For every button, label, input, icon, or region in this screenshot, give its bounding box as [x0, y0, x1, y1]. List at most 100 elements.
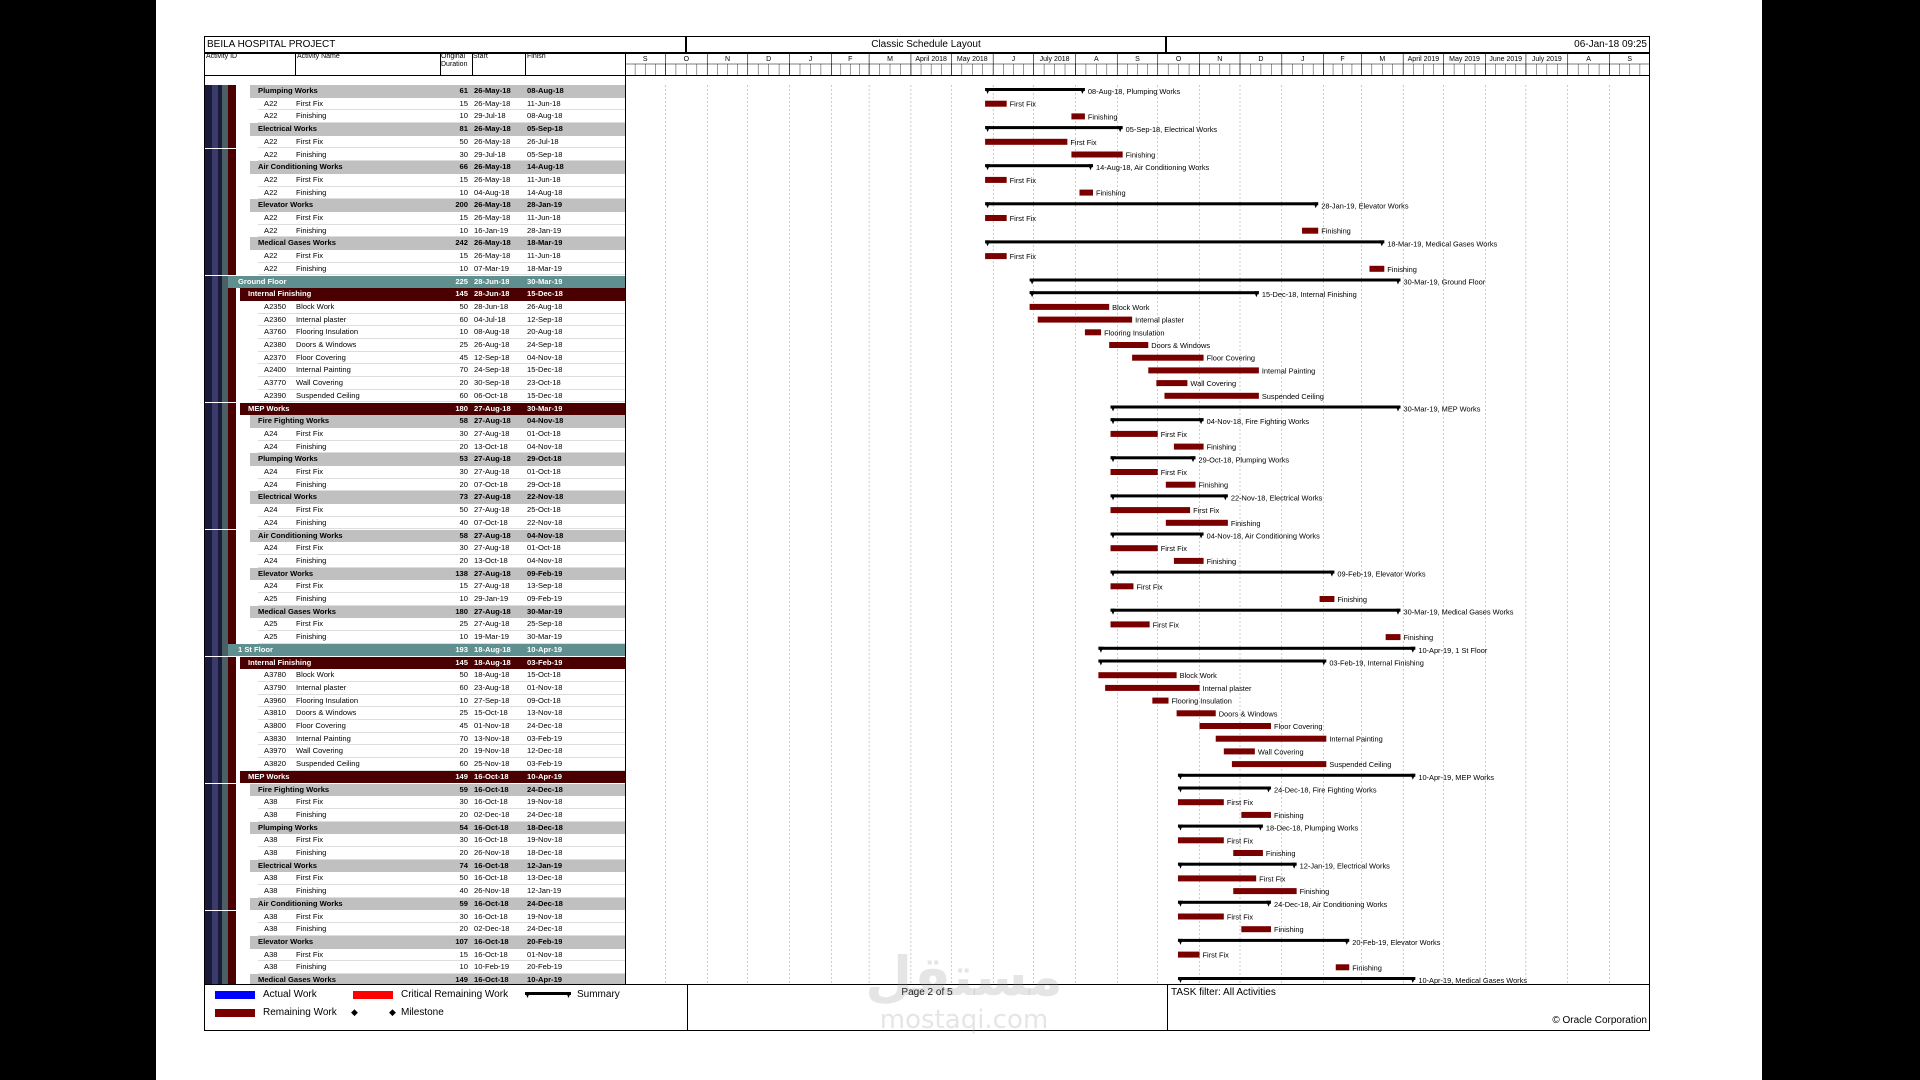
activity-row[interactable]: A38 First Fix 15 16-Oct-18 01-Nov-18 [204, 948, 625, 962]
activity-row[interactable]: A22 Finishing 10 29-Jul-18 08-Aug-18 [204, 110, 625, 124]
summary-bar[interactable] [1177, 862, 1297, 869]
wbs-row[interactable]: Air Conditioning Works 66 26-May-18 14-Aug-… [204, 161, 625, 174]
task-bar[interactable] [1177, 837, 1224, 844]
task-bar[interactable] [1177, 799, 1224, 806]
summary-bar[interactable] [1110, 608, 1401, 615]
wbs-row[interactable]: Plumping Works 61 26-May-18 08-Aug-18 [204, 85, 625, 98]
activity-row[interactable]: A38 Finishing 20 02-Dec-18 24-Dec-18 [204, 923, 625, 936]
activity-row[interactable]: A2400 Internal Painting 70 24-Sep-18 15-Dec-… [204, 364, 625, 378]
summary-bar[interactable] [1098, 659, 1327, 666]
wbs-row[interactable]: Fire Fighting Works 59 16-Oct-18 24-Dec-18 [204, 783, 625, 797]
activity-row[interactable]: A2390 Suspended Ceiling 60 06-Oct-18 15-Dec-… [204, 389, 625, 403]
task-bar[interactable] [1233, 850, 1263, 856]
task-bar[interactable] [1165, 519, 1228, 526]
task-bar[interactable] [985, 138, 1068, 145]
task-bar[interactable] [1110, 507, 1191, 514]
summary-bar[interactable] [1098, 646, 1416, 653]
task-bar[interactable] [1084, 329, 1102, 336]
summary-bar[interactable] [985, 126, 1123, 133]
wbs-row[interactable]: Plumping Works 54 16-Oct-18 18-Dec-18 [204, 821, 625, 835]
task-bar[interactable] [1233, 888, 1297, 895]
activity-row[interactable]: A2380 Doors & Windows 25 26-Aug-18 24-Sep-18 [204, 339, 625, 352]
activity-row[interactable]: A24 Finishing 20 13-Oct-18 04-Nov-18 [204, 440, 625, 454]
task-bar[interactable] [1165, 481, 1196, 488]
summary-bar[interactable] [1110, 418, 1204, 425]
task-bar[interactable] [1177, 913, 1224, 920]
summary-bar[interactable] [985, 202, 1319, 209]
task-bar[interactable] [1110, 583, 1134, 590]
summary-bar[interactable] [985, 164, 1093, 171]
summary-bar[interactable] [1177, 786, 1272, 793]
wbs-row[interactable]: Medical Gases Works 242 26-May-18 18-Mar-19 [204, 237, 625, 251]
summary-bar[interactable] [1029, 291, 1259, 298]
summary-bar[interactable] [1110, 405, 1401, 412]
wbs-row[interactable]: Electrical Works 73 27-Aug-18 22-Nov-18 [204, 491, 625, 505]
task-bar[interactable] [1132, 354, 1204, 361]
summary-bar[interactable] [1177, 977, 1416, 983]
task-bar[interactable] [1173, 443, 1204, 450]
activity-row[interactable]: A25 Finishing 10 19-Mar-19 30-Mar-19 [204, 631, 625, 644]
activity-row[interactable]: A2360 Internal plaster 60 04-Jul-18 12-Sep-1… [204, 313, 625, 327]
activity-row[interactable]: A22 First Fix 15 26-May-18 11-Jun-18 [204, 250, 625, 263]
activity-row[interactable]: A2370 Floor Covering 45 12-Sep-18 04-Nov-18 [204, 351, 625, 365]
task-bar[interactable] [1110, 469, 1158, 475]
wbs-row[interactable]: Ground Floor 225 28-Jun-18 30-Mar-19 [204, 275, 625, 289]
wbs-row[interactable]: MEP Works 180 27-Aug-18 30-Mar-19 [204, 402, 625, 416]
activity-row[interactable]: A38 Finishing 20 02-Dec-18 24-Dec-18 [204, 808, 625, 822]
col-activity-name[interactable]: Activity Name [297, 53, 340, 60]
activity-row[interactable]: A38 First Fix 30 16-Oct-18 19-Nov-18 [204, 796, 625, 809]
summary-bar[interactable] [1177, 900, 1272, 907]
wbs-row[interactable]: Plumping Works 53 27-Aug-18 29-Oct-18 [204, 453, 625, 466]
activity-row[interactable]: A24 First Fix 30 27-Aug-18 01-Oct-18 [204, 466, 625, 479]
task-bar[interactable] [1215, 735, 1327, 742]
task-bar[interactable] [1177, 875, 1257, 882]
activity-row[interactable]: A22 First Fix 15 26-May-18 11-Jun-18 [204, 173, 625, 187]
task-bar[interactable] [985, 176, 1007, 183]
summary-bar[interactable] [985, 240, 1385, 247]
task-bar[interactable] [1231, 761, 1327, 768]
task-bar[interactable] [1156, 380, 1188, 387]
wbs-row[interactable]: 1 St Floor 193 18-Aug-18 10-Apr-19 [204, 643, 625, 657]
activity-row[interactable]: A24 Finishing 40 07-Oct-18 22-Nov-18 [204, 516, 625, 530]
activity-row[interactable]: A24 First Fix 15 27-Aug-18 13-Sep-18 [204, 580, 625, 593]
activity-row[interactable]: A22 Finishing 10 16-Jan-19 28-Jan-19 [204, 224, 625, 238]
activity-row[interactable]: A38 Finishing 40 26-Nov-18 12-Jan-19 [204, 885, 625, 898]
task-bar[interactable] [1164, 392, 1259, 399]
wbs-row[interactable]: Elevator Works 138 27-Aug-18 09-Feb-19 [204, 567, 625, 581]
activity-row[interactable]: A22 First Fix 50 26-May-18 26-Jul-18 [204, 135, 625, 149]
activity-row[interactable]: A3960 Flooring Insulation 10 27-Sep-18 09-Oc… [204, 694, 625, 708]
summary-bar[interactable] [1029, 278, 1401, 285]
task-bar[interactable] [1173, 557, 1204, 564]
activity-row[interactable]: A38 Finishing 10 10-Feb-19 20-Feb-19 [204, 961, 625, 974]
task-bar[interactable] [1110, 621, 1150, 628]
task-bar[interactable] [1148, 367, 1259, 374]
activity-row[interactable]: A3760 Flooring Insulation 10 08-Aug-18 20-Au… [204, 326, 625, 339]
activity-row[interactable]: A3820 Suspended Ceiling 60 25-Nov-18 03-Feb-… [204, 758, 625, 771]
activity-row[interactable]: A22 Finishing 30 29-Jul-18 05-Sep-18 [204, 148, 625, 162]
task-bar[interactable] [1369, 265, 1385, 272]
wbs-row[interactable]: Air Conditioning Works 59 16-Oct-18 24-Dec-… [204, 897, 625, 911]
task-bar[interactable] [1071, 113, 1085, 120]
task-bar[interactable] [1109, 342, 1149, 348]
summary-bar[interactable] [1110, 494, 1228, 501]
col-activity-id[interactable]: Activity ID [206, 53, 238, 60]
wbs-row[interactable]: Medical Gases Works 149 16-Oct-18 10-Apr-19 [204, 974, 625, 987]
activity-row[interactable]: A3830 Internal Painting 70 13-Nov-18 03-Feb-… [204, 732, 625, 746]
activity-row[interactable]: A25 First Fix 25 27-Aug-18 25-Sep-18 [204, 618, 625, 632]
task-bar[interactable] [1335, 964, 1350, 971]
activity-row[interactable]: A3970 Wall Covering 20 19-Nov-18 12-Dec-18 [204, 745, 625, 759]
task-bar[interactable] [1079, 189, 1093, 196]
task-bar[interactable] [1385, 634, 1401, 641]
wbs-row[interactable]: Internal Finishing 145 18-Aug-18 03-Feb-19 [204, 656, 625, 670]
task-bar[interactable] [985, 215, 1007, 221]
activity-row[interactable]: A24 Finishing 20 07-Oct-18 29-Oct-18 [204, 478, 625, 492]
activity-row[interactable]: A38 First Fix 30 16-Oct-18 19-Nov-18 [204, 834, 625, 847]
task-bar[interactable] [1302, 227, 1319, 234]
col-start[interactable]: Start [473, 53, 488, 60]
activity-row[interactable]: A24 First Fix 50 27-Aug-18 25-Oct-18 [204, 504, 625, 517]
wbs-row[interactable]: Elevator Works 200 26-May-18 28-Jan-19 [204, 199, 625, 212]
wbs-row[interactable]: Electrical Works 81 26-May-18 05-Sep-18 [204, 123, 625, 136]
activity-row[interactable]: A22 First Fix 15 26-May-18 11-Jun-18 [204, 97, 625, 111]
col-finish[interactable]: Finish [527, 53, 546, 60]
summary-bar[interactable] [1177, 773, 1416, 780]
